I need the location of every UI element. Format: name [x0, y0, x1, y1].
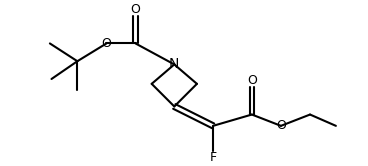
Text: N: N: [169, 57, 180, 71]
Text: O: O: [131, 3, 141, 16]
Text: O: O: [276, 119, 286, 132]
Text: O: O: [247, 74, 257, 87]
Text: F: F: [209, 151, 217, 164]
Text: O: O: [102, 37, 112, 50]
